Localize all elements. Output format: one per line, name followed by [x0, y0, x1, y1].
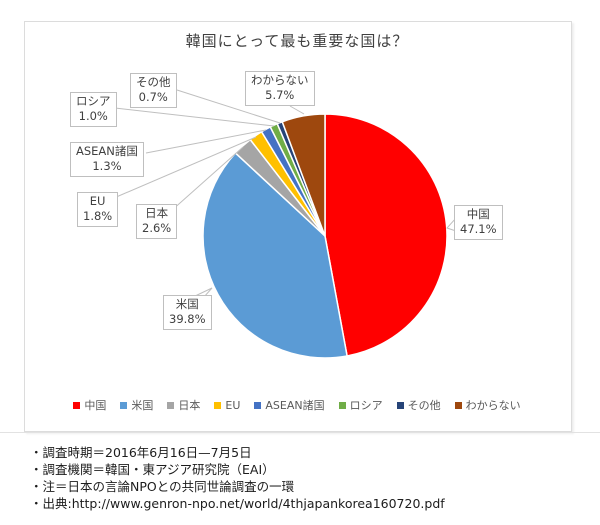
callout-china-label: 中国 [466, 207, 490, 221]
callout-russia-value: 1.0% [78, 109, 108, 123]
callout-eu: EU 1.8% [77, 192, 119, 227]
note-survey-period: ・調査時期＝2016年6月16日—7月5日 [30, 445, 252, 460]
callout-dontknow-label: わからない [251, 73, 309, 87]
legend-swatch-icon [167, 401, 175, 409]
legend-label: ロシア [349, 399, 383, 412]
page-divider-line [0, 432, 600, 433]
callout-russia-label: ロシア [76, 94, 111, 108]
callout-eu-label: EU [89, 194, 106, 208]
callout-usa: 米国 39.8% [163, 295, 212, 330]
legend-label: ASEAN諸国 [265, 399, 325, 412]
callout-asean-value: 1.3% [92, 159, 122, 173]
callout-eu-value: 1.8% [83, 209, 113, 223]
legend: 中国 米国 日本 EU ASEAN諸国 ロシア その他 わからない [24, 397, 570, 413]
callout-japan-label: 日本 [145, 206, 169, 220]
callout-japan-value: 2.6% [142, 221, 172, 235]
legend-item-dontknow: わからない [454, 397, 521, 413]
chart-title: 韓国にとって最も重要な国は？ [185, 32, 409, 50]
note-survey-org: ・調査機関＝韓国・東アジア研究院（EAI） [30, 462, 275, 477]
legend-label: 米国 [131, 399, 154, 412]
callout-other: その他 0.7% [130, 73, 177, 108]
legend-label: EU [225, 398, 241, 412]
callout-asean: ASEAN諸国 1.3% [70, 142, 144, 177]
legend-swatch-icon [454, 401, 462, 409]
callout-russia: ロシア 1.0% [70, 92, 117, 127]
legend-label: その他 [407, 399, 441, 412]
legend-swatch-icon [73, 401, 81, 409]
callout-china-value: 47.1% [460, 222, 497, 236]
note-source-url: ・出典:http://www.genron-npo.net/world/4thj… [30, 496, 445, 511]
callout-china: 中国 47.1% [454, 205, 503, 240]
callout-usa-value: 39.8% [169, 312, 206, 326]
callout-usa-label: 米国 [175, 297, 199, 311]
callout-asean-label: ASEAN諸国 [76, 144, 138, 158]
legend-swatch-icon [254, 401, 262, 409]
callout-japan: 日本 2.6% [136, 204, 178, 239]
legend-item-china: 中国 [73, 397, 106, 413]
source-notes: ・調査時期＝2016年6月16日—7月5日 ・調査機関＝韓国・東アジア研究院（E… [30, 444, 445, 512]
callout-other-label: その他 [136, 75, 171, 89]
legend-swatch-icon [338, 401, 346, 409]
legend-item-eu: EU [214, 399, 240, 412]
legend-item-japan: 日本 [167, 397, 200, 413]
legend-swatch-icon [120, 401, 128, 409]
note-remark: ・注＝日本の言論NPOとの共同世論調査の一環 [30, 479, 295, 494]
callout-dontknow-value: 5.7% [265, 88, 295, 102]
legend-item-russia: ロシア [338, 397, 383, 413]
callout-other-value: 0.7% [138, 90, 168, 104]
legend-swatch-icon [214, 401, 222, 409]
legend-label: 中国 [84, 399, 107, 412]
legend-label: 日本 [178, 399, 201, 412]
legend-swatch-icon [396, 401, 404, 409]
legend-item-usa: 米国 [120, 397, 153, 413]
callout-dontknow: わからない 5.7% [245, 71, 315, 106]
legend-label: わからない [465, 399, 521, 412]
legend-item-other: その他 [396, 397, 441, 413]
legend-item-asean: ASEAN諸国 [254, 397, 325, 413]
